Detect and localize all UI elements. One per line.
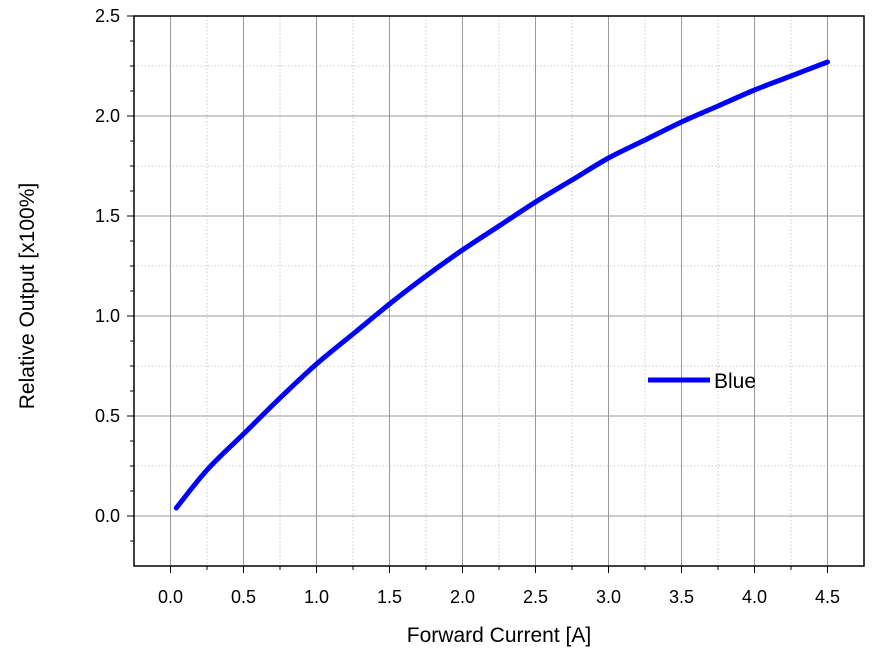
- axis-ticks: [127, 15, 828, 573]
- x-tick-label: 3.0: [596, 587, 621, 607]
- series-line-blue: [173, 59, 830, 511]
- x-axis-title: Forward Current [A]: [407, 624, 591, 647]
- y-tick-label: 2.0: [95, 106, 120, 126]
- x-tick-label: 0.0: [158, 587, 183, 607]
- x-tick-label: 2.0: [450, 587, 475, 607]
- y-tick-label: 0.5: [95, 406, 120, 426]
- x-tick-label: 1.0: [304, 587, 329, 607]
- x-tick-label: 4.0: [742, 587, 767, 607]
- legend-label-blue: Blue: [714, 370, 756, 393]
- y-tick-label: 2.5: [95, 6, 120, 26]
- plot-frame: [133, 15, 865, 567]
- x-tick-label: 2.5: [523, 587, 548, 607]
- major-grid: [134, 16, 864, 566]
- y-tick-label: 1.0: [95, 306, 120, 326]
- y-tick-label: 0.0: [95, 506, 120, 526]
- x-tick-label: 3.5: [669, 587, 694, 607]
- tick-labels: 0.0 0.5 1.0 1.5 2.0 2.5 3.0 3.5 4.0 4.5 0.0 0.5 1.0 1…: [95, 6, 840, 607]
- series-layer: [173, 59, 830, 511]
- y-tick-label: 1.5: [95, 206, 120, 226]
- x-tick-label: 1.5: [377, 587, 402, 607]
- y-axis-title: Relative Output [x100%]: [16, 183, 39, 409]
- x-tick-label: 4.5: [815, 587, 840, 607]
- x-tick-label: 0.5: [231, 587, 256, 607]
- legend: Blue: [648, 370, 756, 393]
